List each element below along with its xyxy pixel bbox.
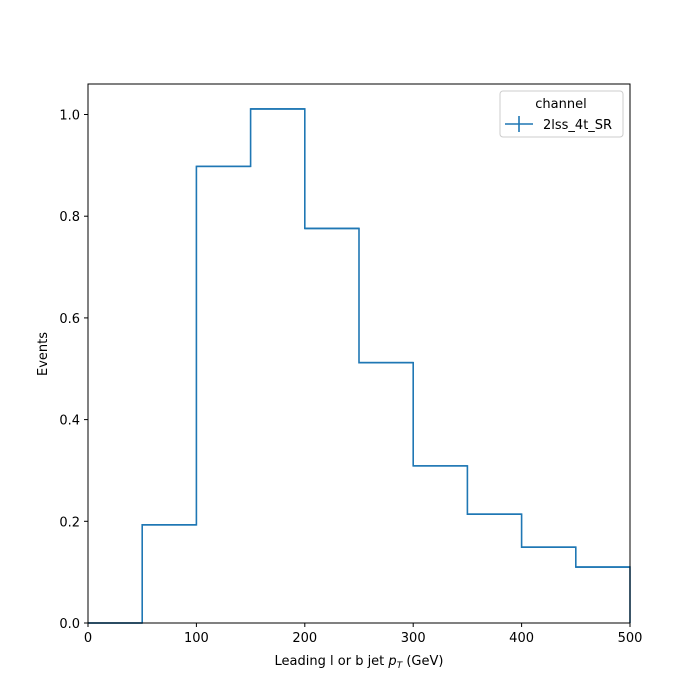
y-tick-label: 0.2 xyxy=(59,515,80,530)
y-tick-label: 0.0 xyxy=(59,617,80,632)
x-tick-label: 100 xyxy=(184,631,209,646)
x-axis-label: Leading l or b jet pT (GeV) xyxy=(275,654,444,671)
y-axis-label: Events xyxy=(36,332,51,376)
y-tick-label: 0.4 xyxy=(59,414,80,429)
x-tick-label: 400 xyxy=(509,631,534,646)
legend-box xyxy=(499,90,624,138)
x-tick-label: 300 xyxy=(401,631,426,646)
x-axis-ticks: 0 100 200 300 400 500 xyxy=(84,623,643,646)
histogram-marks xyxy=(88,108,631,624)
legend-title: channel xyxy=(535,97,586,112)
y-axis-ticks: 0.0 0.2 0.4 0.6 0.8 1.0 xyxy=(59,109,88,632)
x-tick-label: 500 xyxy=(618,631,643,646)
legend-entry-2lss-4t-sr: 2lss_4t_SR xyxy=(543,118,612,133)
y-tick-label: 1.0 xyxy=(59,109,80,124)
y-tick-label: 0.8 xyxy=(59,210,80,225)
plot-frame xyxy=(87,83,631,624)
x-tick-label: 200 xyxy=(292,631,317,646)
y-tick-label: 0.6 xyxy=(59,312,80,327)
x-tick-label: 0 xyxy=(84,631,92,646)
legend: channel 2lss_4t_SR xyxy=(499,90,624,138)
